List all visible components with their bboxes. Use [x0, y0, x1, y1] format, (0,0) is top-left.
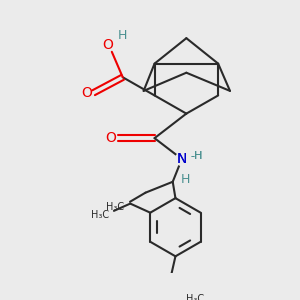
Text: H₃C: H₃C	[186, 294, 205, 300]
Text: O: O	[102, 38, 113, 52]
Text: -H: -H	[190, 151, 202, 161]
Text: N: N	[177, 152, 187, 166]
Text: -H: -H	[190, 151, 202, 161]
Text: H₃C: H₃C	[91, 210, 110, 220]
Text: O: O	[106, 131, 116, 145]
Text: O: O	[81, 86, 92, 100]
Text: H: H	[118, 29, 128, 42]
Circle shape	[176, 153, 188, 165]
Text: H₃C: H₃C	[106, 202, 124, 212]
Text: H: H	[181, 173, 190, 187]
Text: N: N	[177, 152, 187, 166]
